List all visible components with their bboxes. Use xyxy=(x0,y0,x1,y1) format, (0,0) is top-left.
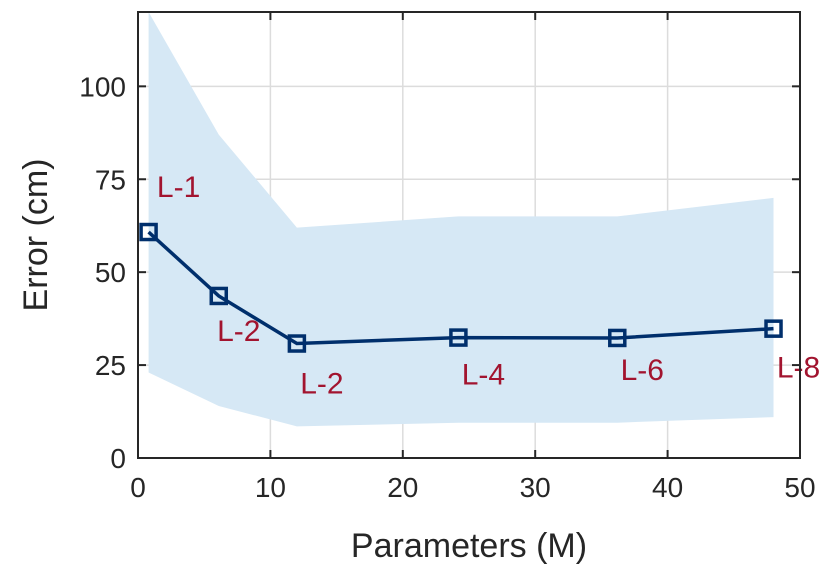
y-tick-label: 50 xyxy=(95,257,126,288)
x-tick-label: 50 xyxy=(784,472,815,503)
x-axis-label: Parameters (M) xyxy=(351,527,587,565)
x-tick-label: 10 xyxy=(255,472,286,503)
point-label: L-6 xyxy=(621,354,664,387)
data-point-marker xyxy=(287,334,307,353)
point-label: L-2 xyxy=(217,315,260,348)
point-labels: L-1 L-2 L-2 L-4 L-6 L-8 xyxy=(157,171,820,401)
x-tick-label: 30 xyxy=(520,472,551,503)
plot-frame xyxy=(137,11,801,459)
data-point-marker xyxy=(764,319,783,338)
y-axis-label: Error (cm) xyxy=(17,159,55,312)
data-point-marker xyxy=(139,222,158,242)
x-tick-label: 20 xyxy=(387,472,418,503)
point-label: L-1 xyxy=(157,171,200,204)
y-tick-label: 25 xyxy=(95,350,126,381)
y-tick-label: 0 xyxy=(110,443,126,474)
series-markers xyxy=(139,222,783,353)
y-axis-ticks: 0 25 50 75 100 xyxy=(79,71,800,474)
point-label: L-4 xyxy=(462,359,505,392)
data-point-marker xyxy=(209,286,229,306)
data-point-marker xyxy=(608,328,627,348)
y-tick-label: 75 xyxy=(95,164,126,195)
x-tick-label: 40 xyxy=(652,472,683,503)
point-label: L-2 xyxy=(300,368,343,401)
error-band xyxy=(148,12,774,427)
y-tick-label: 100 xyxy=(79,71,126,102)
x-axis-ticks: 0 10 20 30 40 50 xyxy=(130,12,816,503)
point-label: L-8 xyxy=(777,352,820,385)
x-tick-label: 0 xyxy=(130,472,146,503)
data-point-marker xyxy=(449,328,468,347)
series-line xyxy=(147,230,774,346)
